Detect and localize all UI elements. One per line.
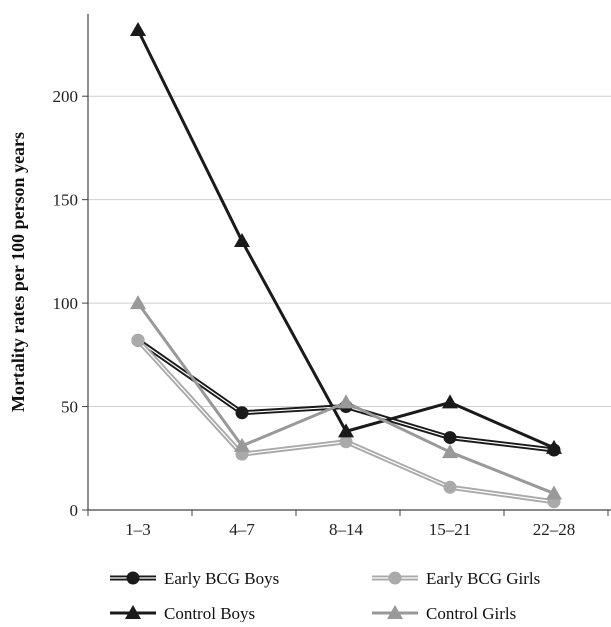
y-tick-label: 150	[53, 191, 79, 210]
control-boys-point	[338, 423, 354, 438]
control-girls-point	[338, 394, 354, 409]
axes	[82, 14, 611, 516]
early-bcg-boys-point	[443, 431, 457, 445]
early-bcg-boys-point	[235, 406, 249, 420]
axis-labels: 0 50 100 150 200 1–3 4–7 8–14 15–21 22–28 Mortalit…	[8, 87, 575, 539]
legend-swatch-marker	[126, 571, 140, 585]
control-girls-point	[234, 437, 250, 452]
control-boys-point	[442, 394, 458, 409]
control-boys-point	[546, 439, 562, 454]
early-bcg-girls-point	[131, 333, 145, 347]
y-tick-label: 200	[53, 87, 79, 106]
y-tick-label: 50	[61, 398, 78, 417]
legend-swatch-marker	[387, 605, 403, 619]
legend-item-control-boys: Control Boys	[110, 604, 255, 623]
legend-label: Control Boys	[164, 604, 255, 622]
x-tick-label: 4–7	[229, 520, 255, 539]
legend-swatch-marker	[388, 571, 402, 585]
legend-swatch-marker	[125, 605, 141, 619]
legend-item-early-bcg-girls: Early BCG Girls	[372, 569, 540, 588]
legend: Early BCG Boys Early BCG Girls Control Boy…	[110, 569, 540, 623]
legend-item-control-girls: Control Girls	[372, 604, 516, 623]
control-girls-point	[130, 295, 146, 310]
control-boys-point	[234, 233, 250, 248]
x-tick-label: 8–14	[329, 520, 364, 539]
legend-label: Control Girls	[426, 604, 516, 622]
x-tick-label: 22–28	[533, 520, 576, 539]
series-markers	[130, 22, 562, 509]
control-girls-point	[546, 485, 562, 500]
y-tick-label: 100	[53, 294, 79, 313]
early-bcg-girls-point	[443, 480, 457, 494]
legend-label: Early BCG Boys	[164, 569, 279, 588]
early-bcg-girls-point	[339, 435, 353, 449]
control-girls-point	[442, 444, 458, 459]
legend-item-early-bcg-boys: Early BCG Boys	[110, 569, 279, 588]
y-axis-title: Mortality rates per 100 person years	[8, 132, 28, 412]
x-tick-label: 1–3	[125, 520, 151, 539]
y-tick-label: 0	[70, 501, 79, 520]
legend-label: Early BCG Girls	[426, 569, 540, 588]
x-tick-label: 15–21	[429, 520, 472, 539]
control-boys-point	[130, 22, 146, 36]
